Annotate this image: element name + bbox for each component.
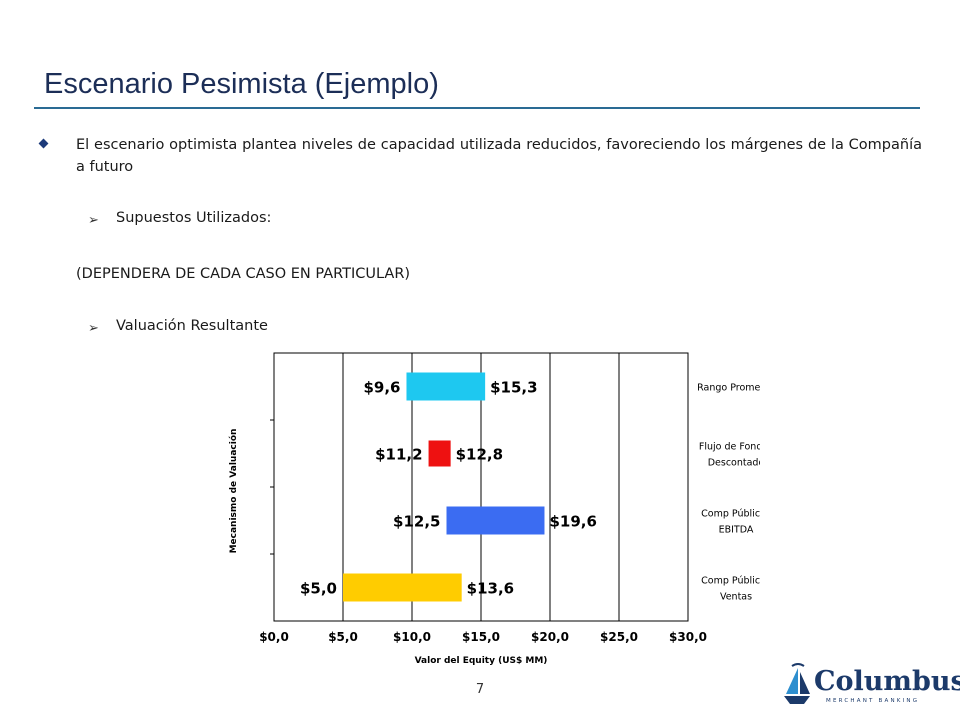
y-axis-title: Mecanismo de Valuación (228, 429, 239, 554)
category-label: EBITDA (719, 525, 754, 536)
range-bar (343, 573, 462, 602)
bullet-text: El escenario optimista plantea niveles d… (76, 137, 922, 175)
range-bar (428, 440, 451, 467)
arrow-bullet-icon: ➢ (88, 213, 99, 228)
low-value-label: $12,5 (393, 513, 440, 531)
category-label: Descontado (708, 458, 760, 469)
high-value-label: $13,6 (467, 580, 514, 598)
x-tick-label: $20,0 (531, 630, 569, 644)
title-divider (34, 107, 920, 109)
x-tick-label: $25,0 (600, 630, 638, 644)
logo-tagline: MERCHANT BANKING (826, 698, 920, 704)
category-label: Comp Públicos (701, 509, 760, 520)
low-value-label: $9,6 (363, 379, 400, 397)
diamond-bullet-icon (38, 138, 49, 149)
sub-bullet-valuation: Valuación Resultante (116, 318, 268, 334)
low-value-label: $5,0 (300, 580, 337, 598)
high-value-label: $15,3 (490, 379, 537, 397)
category-label: Ventas (720, 592, 752, 603)
x-axis-title: Valor del Equity (US$ MM) (415, 656, 548, 666)
category-label: Rango Promedio (697, 383, 760, 394)
logo-wordmark: Columbus (814, 666, 960, 697)
category-label: Flujo de Fondos (699, 442, 760, 453)
valuation-chart: $0,0 $5,0 $10,0 $15,0 $20,0 $25,0 $30,0 $9,6 $15… (228, 352, 760, 666)
category-label: Comp Públicos (701, 576, 760, 587)
high-value-label: $12,8 (456, 446, 503, 464)
range-bar (446, 506, 545, 535)
page-number: 7 (475, 682, 485, 697)
x-tick-label: $5,0 (328, 630, 358, 644)
slide-title: Escenario Pesimista (Ejemplo) (44, 68, 439, 100)
ship-logo-icon (784, 663, 810, 704)
x-tick-label: $10,0 (393, 630, 431, 644)
x-tick-label: $0,0 (259, 630, 289, 644)
x-tick-label: $30,0 (669, 630, 707, 644)
sub-bullet-assumptions: Supuestos Utilizados: (116, 210, 272, 226)
low-value-label: $11,2 (375, 446, 422, 464)
x-tick-label: $15,0 (462, 630, 500, 644)
arrow-bullet-icon: ➢ (88, 321, 99, 336)
note-text: (DEPENDERA DE CADA CASO EN PARTICULAR) (76, 266, 411, 282)
high-value-label: $19,6 (549, 513, 596, 531)
company-logo: Columbus MERCHANT BANKING (780, 662, 960, 712)
range-bar (406, 372, 486, 401)
